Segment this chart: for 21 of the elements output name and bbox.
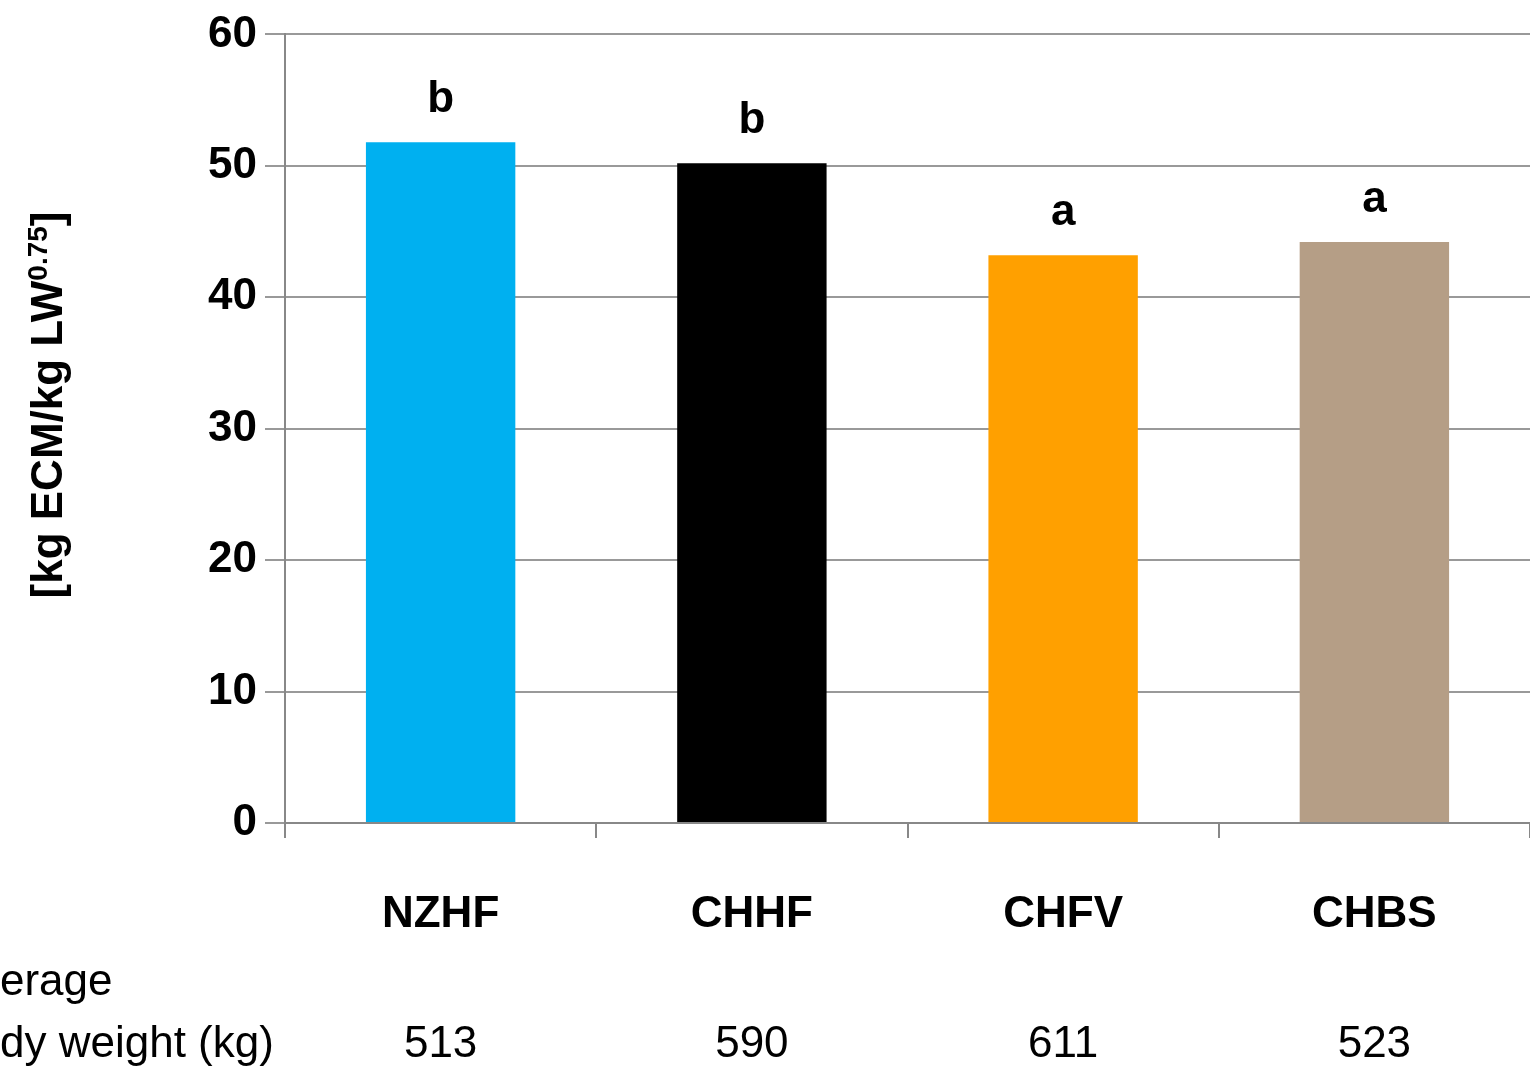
y-tick-label: 30	[208, 400, 257, 450]
text: erage	[0, 955, 113, 1005]
y-tick-label: 20	[208, 532, 257, 582]
annotation: b	[738, 93, 766, 143]
y-tick-label: 60	[208, 6, 257, 56]
text: dy weight (kg)	[0, 1017, 274, 1067]
x-tick-label: CHHF	[690, 886, 813, 936]
annotation: b	[427, 72, 455, 122]
x-tick-label: CHBS	[1312, 886, 1437, 936]
text: 513	[403, 1017, 478, 1067]
y-tick-label: 0	[232, 795, 257, 845]
y-tick-label: 40	[208, 269, 257, 319]
text: 523	[1337, 1017, 1412, 1067]
annotation: a	[1362, 172, 1388, 222]
y-tick-label: 10	[208, 663, 257, 713]
x-tick-label: NZHF	[381, 886, 500, 936]
annotation: a	[1050, 185, 1076, 235]
y-tick-label: 50	[208, 137, 257, 187]
text: 611	[1028, 1017, 1099, 1067]
text: 590	[715, 1017, 789, 1067]
x-tick-label: CHFV	[1003, 886, 1124, 936]
